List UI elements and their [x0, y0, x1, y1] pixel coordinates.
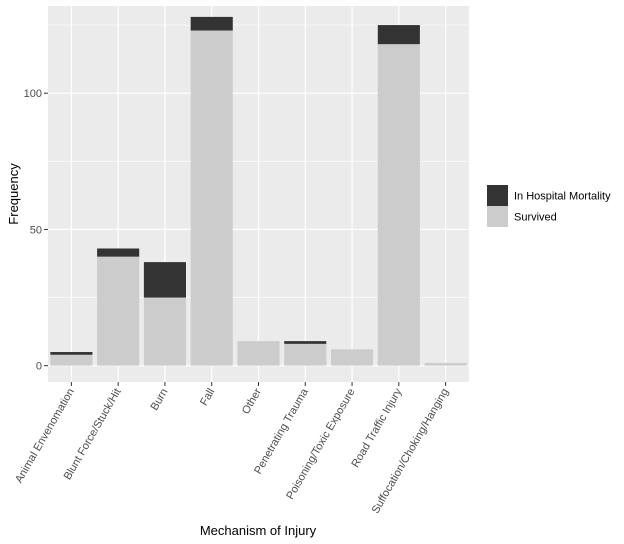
bar-segment-survived — [237, 341, 280, 366]
x-tick-label: Other — [240, 386, 264, 416]
y-axis-title: Frequency — [6, 163, 21, 225]
bar-segment-survived — [377, 44, 420, 366]
legend-key — [487, 185, 508, 206]
x-tick-label: Fall — [198, 387, 217, 408]
bar-segment-survived — [143, 297, 186, 366]
bar-segment-survived — [284, 343, 327, 366]
x-tick-label: Burn — [149, 387, 171, 413]
legend: In Hospital Mortality Survived — [487, 185, 611, 227]
bar-segment-in-hospital-mortality — [284, 341, 327, 344]
y-tick-label: 50 — [30, 224, 42, 236]
legend-label: In Hospital Mortality — [514, 191, 611, 203]
bar-segment-in-hospital-mortality — [190, 16, 233, 31]
legend-label: Survived — [514, 212, 557, 224]
bars — [50, 16, 467, 366]
legend-key — [487, 206, 508, 227]
bar-segment-survived — [97, 256, 140, 366]
bar-segment-in-hospital-mortality — [377, 25, 420, 45]
bar-segment-in-hospital-mortality — [97, 248, 140, 257]
x-axis-title: Mechanism of Injury — [200, 523, 317, 538]
bar-segment-in-hospital-mortality — [143, 262, 186, 298]
bar-segment-survived — [424, 362, 467, 366]
bar-segment-survived — [331, 349, 374, 366]
y-tick-label: 100 — [24, 88, 42, 100]
x-tick-label: Road Traffic Injury — [350, 386, 405, 470]
bar-segment-survived — [50, 354, 93, 366]
bar-segment-survived — [190, 30, 233, 366]
y-axis: 0 50 100 — [24, 88, 48, 373]
bar-segment-in-hospital-mortality — [50, 352, 93, 355]
y-tick-label: 0 — [36, 361, 42, 373]
